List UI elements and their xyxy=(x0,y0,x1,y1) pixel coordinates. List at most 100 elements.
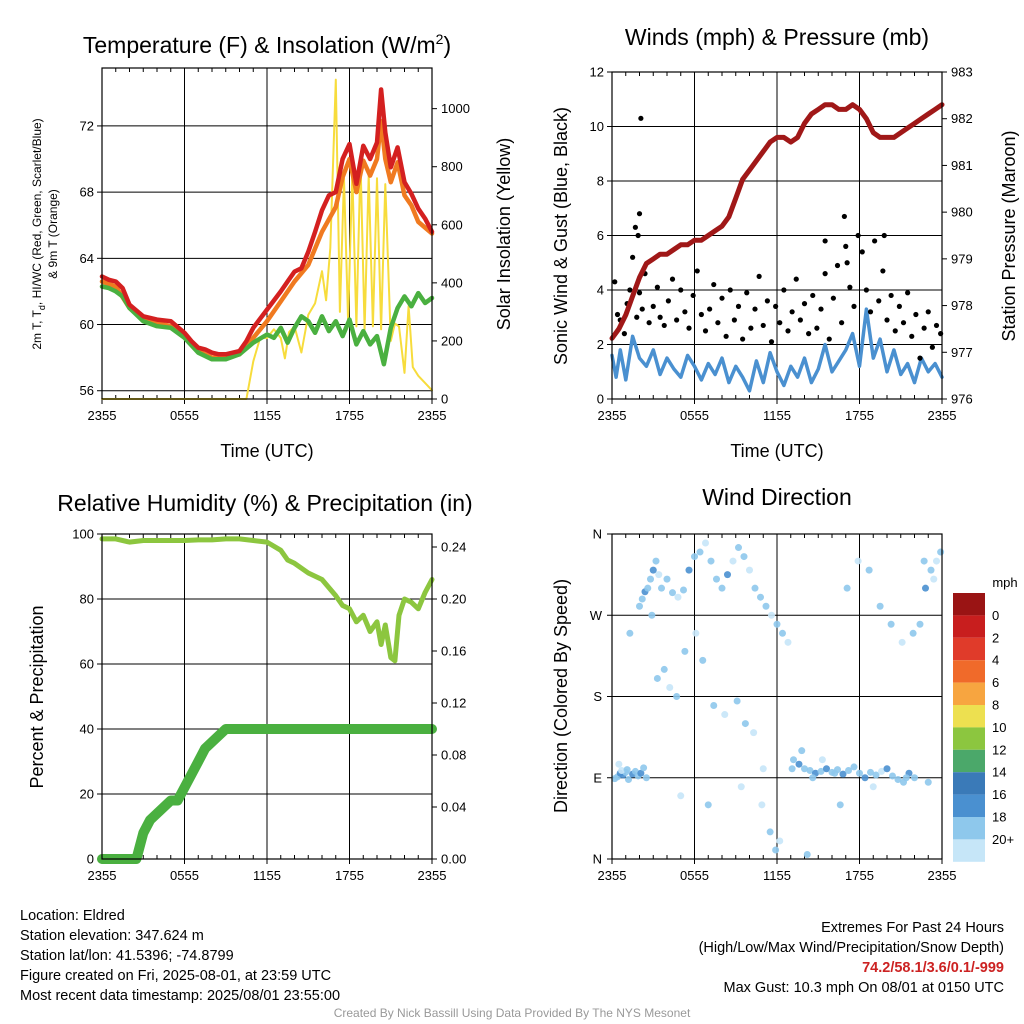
direction-point xyxy=(615,760,623,768)
temp-y2-tick-label: 800 xyxy=(441,159,463,174)
gust-point xyxy=(661,322,667,329)
gust-point xyxy=(636,211,643,217)
winds-y2-tick-label: 982 xyxy=(951,111,973,126)
direction-point xyxy=(648,611,656,619)
dir-x-tick-label: 2355 xyxy=(928,868,957,883)
direction-point xyxy=(933,557,940,565)
gust-point xyxy=(933,322,940,329)
gust-point xyxy=(707,306,713,312)
direction-point xyxy=(927,566,935,574)
extremes-values: 74.2/58.1/3.6/0.1/-999 xyxy=(862,960,1004,976)
gust-point xyxy=(806,331,812,337)
gust-point xyxy=(744,290,750,296)
rh-series-precip xyxy=(97,724,437,864)
legend-swatch xyxy=(953,772,985,795)
gust-point xyxy=(777,320,783,326)
max-gust-text: Max Gust: 10.3 mph On 08/01 at 0150 UTC xyxy=(723,980,1004,996)
gust-point xyxy=(884,317,890,323)
dir-frame xyxy=(611,533,943,860)
gust-point xyxy=(917,355,923,361)
direction-point xyxy=(779,629,786,637)
direction-point xyxy=(798,747,806,755)
gust-point xyxy=(847,284,853,290)
gust-point xyxy=(764,298,770,304)
location-text: Location: Eldred xyxy=(20,908,125,924)
legend-label: 6 xyxy=(992,675,999,690)
direction-point xyxy=(724,571,731,579)
dir-y-tick-label: N xyxy=(593,527,602,542)
gust-point xyxy=(801,301,808,307)
latlon-text: Station lat/lon: 41.5396; -74.8799 xyxy=(20,948,234,964)
direction-point xyxy=(623,766,631,774)
gust-point xyxy=(639,306,645,312)
legend-swatch xyxy=(953,705,985,728)
direction-point xyxy=(817,767,825,775)
direction-point xyxy=(704,801,712,809)
recent-data-text: Most recent data timestamp: 2025/08/01 2… xyxy=(20,988,341,1004)
direction-point xyxy=(740,553,748,561)
gust-point xyxy=(830,295,836,301)
legend-label: 4 xyxy=(992,653,999,668)
rh-x-tick-label: 1755 xyxy=(335,868,364,883)
rh-y-tick-label: 80 xyxy=(80,592,94,607)
gust-point xyxy=(723,333,729,339)
direction-point xyxy=(653,674,661,682)
dir-y-tick-label: N xyxy=(593,852,602,867)
gust-point xyxy=(881,232,887,239)
temp-y2-tick-label: 400 xyxy=(441,275,463,290)
direction-point xyxy=(856,769,863,777)
dir-y-tick-label: W xyxy=(590,608,603,623)
temp-x-tick-label: 1155 xyxy=(253,408,281,423)
direction-point xyxy=(751,584,759,592)
gust-point xyxy=(925,309,931,315)
direction-point xyxy=(768,611,775,619)
gust-point xyxy=(686,325,692,331)
rh-y-tick-label: 100 xyxy=(72,527,94,542)
direction-point xyxy=(937,548,945,556)
direction-point xyxy=(625,776,632,784)
legend-swatch xyxy=(953,593,985,616)
temp-y2-tick-label: 1000 xyxy=(441,101,470,116)
gust-point xyxy=(900,320,907,326)
temp-x-tick-label: 1755 xyxy=(335,408,364,423)
direction-point xyxy=(680,586,687,594)
direction-point xyxy=(823,765,830,773)
legend-swatch xyxy=(953,794,985,817)
gust-point xyxy=(785,328,791,334)
gust-point xyxy=(863,287,869,293)
direction-point xyxy=(649,566,657,574)
legend-label: 0 xyxy=(992,608,999,623)
gust-point xyxy=(727,287,733,293)
direction-point xyxy=(721,711,729,719)
winds-y2-tick-label: 983 xyxy=(951,65,973,80)
legend-label: 14 xyxy=(992,765,1006,780)
gust-point xyxy=(867,309,874,315)
winds-x-tick-label: 0555 xyxy=(680,408,709,423)
temp-series-2m-t xyxy=(99,87,435,357)
gust-point xyxy=(627,287,633,293)
gust-point xyxy=(698,311,704,318)
gust-point xyxy=(632,224,638,230)
direction-point xyxy=(644,584,652,592)
winds-y-tick-label: 6 xyxy=(597,228,604,243)
direction-point xyxy=(883,765,891,773)
direction-point xyxy=(867,768,874,776)
rh-frame xyxy=(101,533,433,860)
direction-point xyxy=(718,584,726,592)
direction-point xyxy=(655,571,663,579)
rh-y-tick-label: 0 xyxy=(87,852,94,867)
gust-point xyxy=(810,292,816,299)
gust-point xyxy=(715,320,721,326)
gust-point xyxy=(876,298,882,304)
gust-point xyxy=(880,268,886,274)
gust-point xyxy=(760,322,766,329)
temperature-y-axis-label-2: & 9m T (Orange) xyxy=(46,189,60,279)
winds-y-tick-label: 0 xyxy=(597,392,604,407)
legend-swatch xyxy=(953,637,985,661)
direction-point xyxy=(861,774,869,782)
winds-y-tick-label: 8 xyxy=(597,174,604,189)
gust-point xyxy=(797,317,803,323)
rh-series-rh xyxy=(99,536,435,664)
direction-point xyxy=(674,593,682,601)
